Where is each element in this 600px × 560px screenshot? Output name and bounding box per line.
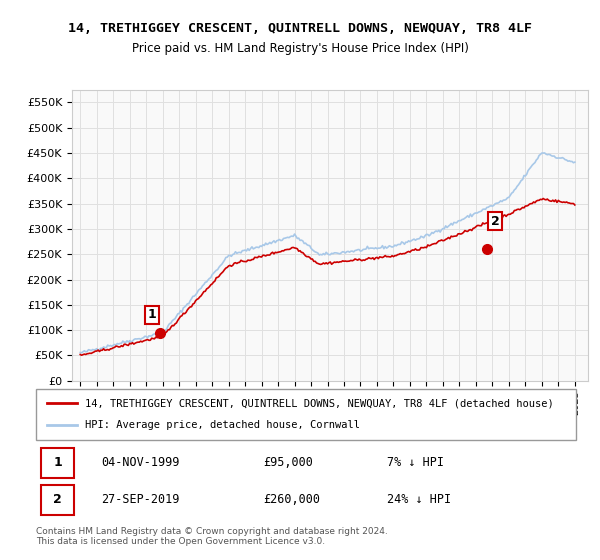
Text: 2: 2 — [53, 493, 62, 506]
FancyBboxPatch shape — [36, 389, 576, 440]
Text: 27-SEP-2019: 27-SEP-2019 — [101, 493, 179, 506]
Text: £260,000: £260,000 — [263, 493, 320, 506]
Text: 1: 1 — [53, 456, 62, 469]
Text: HPI: Average price, detached house, Cornwall: HPI: Average price, detached house, Corn… — [85, 421, 359, 431]
Text: 24% ↓ HPI: 24% ↓ HPI — [387, 493, 451, 506]
Text: Price paid vs. HM Land Registry's House Price Index (HPI): Price paid vs. HM Land Registry's House … — [131, 42, 469, 55]
Text: 14, TRETHIGGEY CRESCENT, QUINTRELL DOWNS, NEWQUAY, TR8 4LF: 14, TRETHIGGEY CRESCENT, QUINTRELL DOWNS… — [68, 22, 532, 35]
Text: 2: 2 — [491, 215, 500, 228]
FancyBboxPatch shape — [41, 448, 74, 478]
Text: £95,000: £95,000 — [263, 456, 313, 469]
Text: 14, TRETHIGGEY CRESCENT, QUINTRELL DOWNS, NEWQUAY, TR8 4LF (detached house): 14, TRETHIGGEY CRESCENT, QUINTRELL DOWNS… — [85, 398, 553, 408]
Text: 1: 1 — [148, 309, 156, 321]
Text: Contains HM Land Registry data © Crown copyright and database right 2024.
This d: Contains HM Land Registry data © Crown c… — [36, 526, 388, 546]
Text: 7% ↓ HPI: 7% ↓ HPI — [387, 456, 444, 469]
Text: 04-NOV-1999: 04-NOV-1999 — [101, 456, 179, 469]
FancyBboxPatch shape — [41, 485, 74, 515]
